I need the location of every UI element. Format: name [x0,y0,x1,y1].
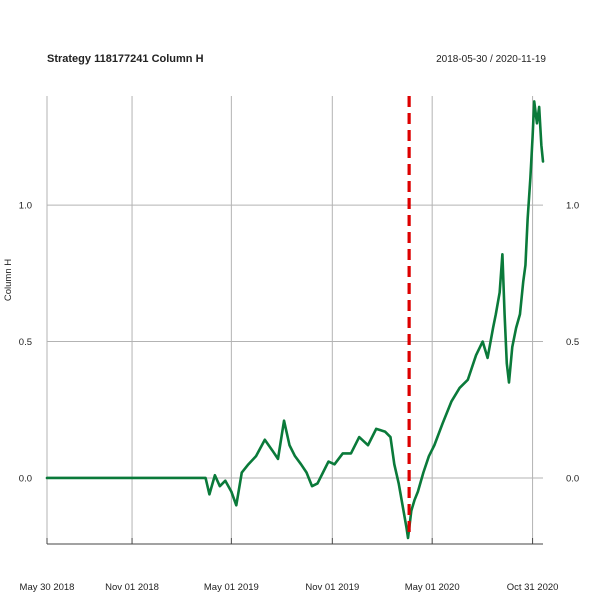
y-axis-label: Column H [3,259,14,301]
x-tick-label: May 01 2020 [405,582,460,593]
y-tick-label-left: 1.0 [19,201,32,212]
y-tick-label-right: 0.5 [566,337,579,348]
y-tick-label-left: 0.5 [19,337,32,348]
y-axis: 0.0 0.0 0.5 0.5 1.0 1.0 [19,201,579,485]
x-tick-label: Oct 31 2020 [507,582,559,593]
y-tick-label-right: 0.0 [566,473,579,484]
x-tick-label: Nov 01 2019 [305,582,359,593]
y-tick-label-right: 1.0 [566,201,579,212]
x-tick-label: Nov 01 2018 [105,582,159,593]
x-tick-label: May 30 2018 [20,582,75,593]
x-axis: May 30 2018 Nov 01 2018 May 01 2019 Nov 01 … [20,538,559,593]
y-tick-label-left: 0.0 [19,473,32,484]
chart-title: Strategy 118177241 Column H [47,53,204,65]
series-layer [45,100,545,540]
grid [46,96,543,538]
x-tick-label: May 01 2019 [204,582,259,593]
date-range-label: 2018-05-30 / 2020-11-19 [436,54,546,65]
series-line [45,100,545,540]
